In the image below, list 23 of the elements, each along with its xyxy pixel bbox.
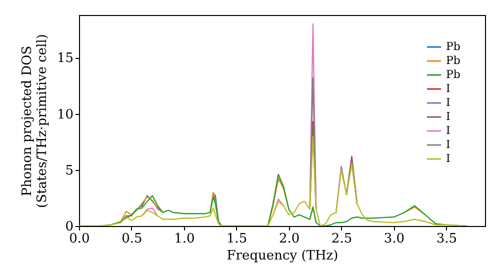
x-tick-label: 2.0 [278,232,300,246]
y-tick-label: 10 [56,107,74,122]
x-axis-title: Frequency (THz) [226,248,338,264]
y-tick-label: 5 [65,163,74,178]
y-axis-title: Phonon projected DOS (States/THz·primitive cell) [20,34,50,208]
legend-label: I [446,124,450,137]
x-tick-label: 0.5 [122,232,142,246]
x-tick-label: 0.0 [69,232,90,246]
legend-label: I [446,82,450,95]
legend-label: I [446,152,450,165]
legend-label: I [446,138,450,151]
line-series [79,136,468,226]
x-tick-label: 1.0 [174,232,195,246]
legend-label: Pb [446,54,460,67]
x-tick-label: 3.5 [436,232,458,246]
legend-label: Pb [446,68,460,81]
x-tick-label: 3.0 [384,232,405,246]
legend-label: Pb [446,40,460,53]
x-tick-label: 2.5 [331,232,352,246]
x-tick-label: 1.5 [226,232,248,246]
y-tick-label: 15 [56,51,74,66]
legend-label: I [446,96,450,109]
legend-label: I [446,110,450,123]
